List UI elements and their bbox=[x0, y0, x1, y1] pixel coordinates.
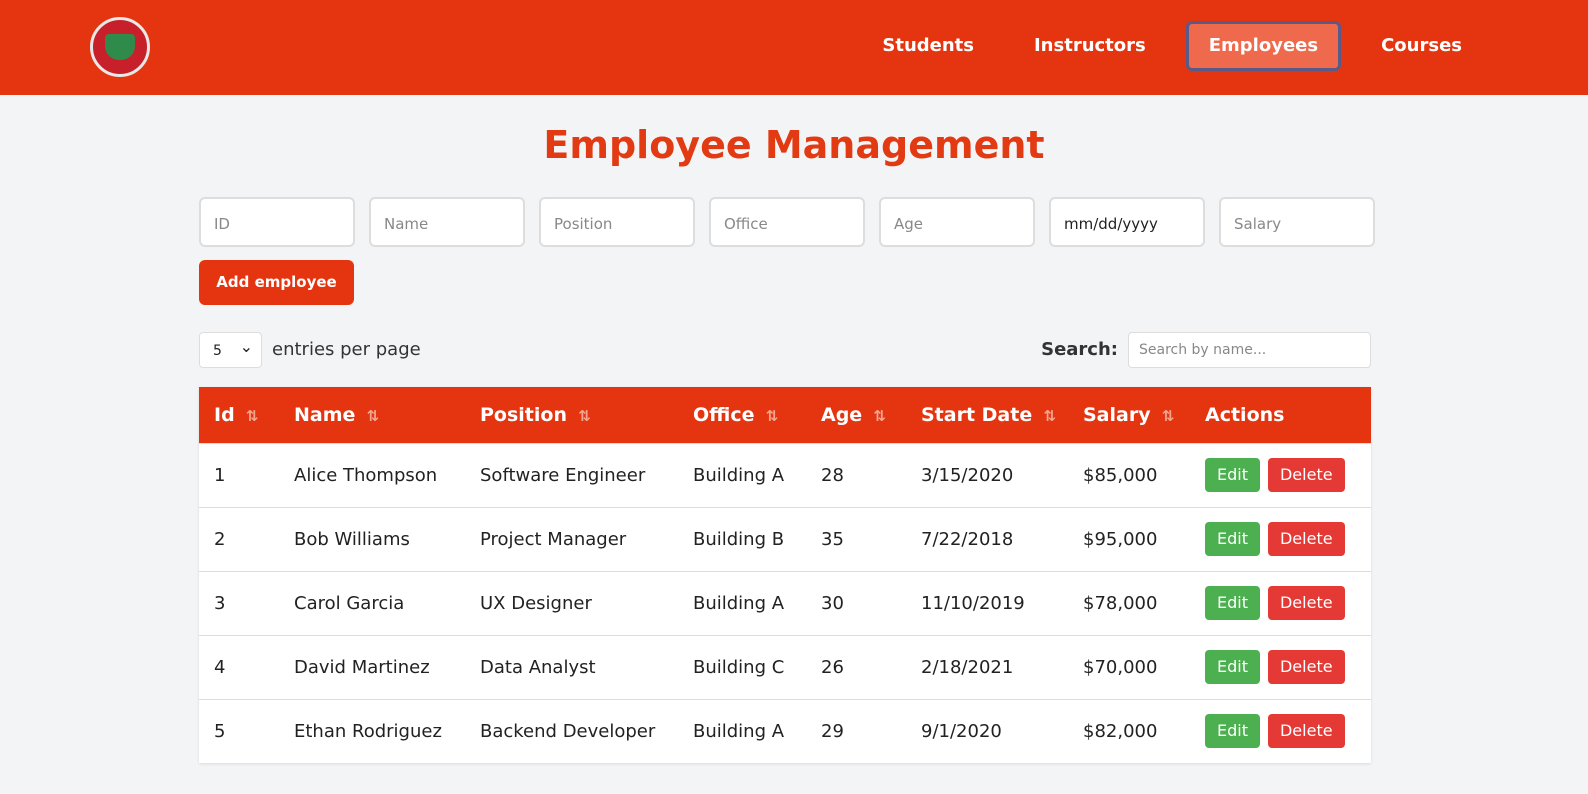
nav-link[interactable]: Employees bbox=[1185, 21, 1342, 71]
table-cell: Building C bbox=[678, 634, 806, 699]
table-cell: Building A bbox=[678, 442, 806, 507]
table-cell: Data Analyst bbox=[465, 634, 678, 699]
table-cell: 2 bbox=[199, 506, 279, 571]
table-cell: 1 bbox=[199, 442, 279, 507]
actions-cell: Edit Delete bbox=[1190, 634, 1371, 699]
logo[interactable] bbox=[90, 17, 150, 77]
table-cell: 26 bbox=[806, 634, 906, 699]
table-cell: Bob Williams bbox=[279, 506, 465, 571]
table-cell: Carol Garcia bbox=[279, 570, 465, 635]
nav-link[interactable]: Instructors bbox=[1033, 35, 1146, 56]
table-cell: $70,000 bbox=[1068, 634, 1190, 699]
delete-button[interactable]: Delete bbox=[1267, 586, 1345, 620]
header-row: IdNamePositionOfficeAgeStart DateSalaryA… bbox=[199, 387, 1371, 443]
form-input[interactable]: Position bbox=[539, 197, 695, 247]
table-cell: 5 bbox=[199, 698, 279, 763]
table-cell: Project Manager bbox=[465, 506, 678, 571]
table-cell: 35 bbox=[806, 506, 906, 571]
table-cell: 9/1/2020 bbox=[906, 698, 1068, 763]
table-cell: $82,000 bbox=[1068, 698, 1190, 763]
nav-link[interactable]: Courses bbox=[1381, 35, 1462, 56]
delete-button[interactable]: Delete bbox=[1267, 650, 1345, 684]
table-cell: 7/22/2018 bbox=[906, 506, 1068, 571]
page-size-select[interactable]: 5 bbox=[199, 329, 262, 368]
table-cell: David Martinez bbox=[279, 634, 465, 699]
add-button[interactable]: Add employee bbox=[199, 260, 354, 305]
edit-button[interactable]: Edit bbox=[1205, 586, 1260, 620]
table-cell: Building A bbox=[678, 698, 806, 763]
employee-table: IdNamePositionOfficeAgeStart DateSalaryA… bbox=[199, 387, 1371, 763]
edit-button[interactable]: Edit bbox=[1205, 522, 1260, 556]
delete-button[interactable]: Delete bbox=[1267, 522, 1345, 556]
page-title: Employee Management bbox=[543, 123, 1045, 167]
table-row: 1 Alice Thompson Software Engineer Building… bbox=[199, 442, 1371, 507]
table-cell: 4 bbox=[199, 634, 279, 699]
edit-button[interactable]: Edit bbox=[1205, 458, 1260, 492]
actions-cell: Edit Delete bbox=[1190, 442, 1371, 507]
actions-cell: Edit Delete bbox=[1190, 506, 1371, 571]
form: ID Name Position Office Age mm/dd/yyyy Salary bbox=[199, 197, 1375, 247]
table-row: 2 Bob Williams Project Manager Building B 35… bbox=[199, 506, 1371, 571]
nav-link[interactable]: Students bbox=[882, 35, 974, 56]
table-cell: 11/10/2019 bbox=[906, 570, 1068, 635]
column-header: Actions bbox=[1190, 387, 1371, 443]
delete-button[interactable]: Delete bbox=[1267, 458, 1345, 492]
actions-cell: Edit Delete bbox=[1190, 570, 1371, 635]
table-cell: Software Engineer bbox=[465, 442, 678, 507]
column-header[interactable]: Age bbox=[806, 387, 906, 443]
column-header[interactable]: Salary bbox=[1068, 387, 1190, 443]
table-row: 4 David Martinez Data Analyst Building C 26 2… bbox=[199, 634, 1371, 699]
table-cell: Backend Developer bbox=[465, 698, 678, 763]
table-cell: 29 bbox=[806, 698, 906, 763]
table-cell: 28 bbox=[806, 442, 906, 507]
column-header[interactable]: Id bbox=[199, 387, 279, 443]
table-cell: $95,000 bbox=[1068, 506, 1190, 571]
form-input[interactable]: Age bbox=[879, 197, 1035, 247]
search-label: Search: bbox=[1041, 339, 1118, 360]
column-header[interactable]: Office bbox=[678, 387, 806, 443]
column-header[interactable]: Position bbox=[465, 387, 678, 443]
form-input[interactable]: Name bbox=[369, 197, 525, 247]
table-cell: $85,000 bbox=[1068, 442, 1190, 507]
delete-button[interactable]: Delete bbox=[1267, 714, 1345, 749]
table-cell: $78,000 bbox=[1068, 570, 1190, 635]
header: Students Instructors Employees Courses bbox=[0, 0, 1588, 95]
edit-button[interactable]: Edit bbox=[1205, 650, 1260, 684]
search-input[interactable]: Search by name... bbox=[1128, 332, 1371, 368]
table-cell: 2/18/2021 bbox=[906, 634, 1068, 699]
page-size-label: entries per page bbox=[272, 339, 421, 360]
edit-button[interactable]: Edit bbox=[1205, 714, 1260, 749]
table-cell: Alice Thompson bbox=[279, 442, 465, 507]
form-input[interactable]: ID bbox=[199, 197, 355, 247]
table-cell: Building A bbox=[678, 570, 806, 635]
table-row: 3 Carol Garcia UX Designer Building A 30 11/1… bbox=[199, 570, 1371, 635]
table-cell: Building B bbox=[678, 506, 806, 571]
form-input[interactable]: Office bbox=[709, 197, 865, 247]
form-input[interactable]: mm/dd/yyyy bbox=[1049, 197, 1205, 247]
column-header[interactable]: Name bbox=[279, 387, 465, 443]
column-header[interactable]: Start Date bbox=[906, 387, 1068, 443]
table-cell: UX Designer bbox=[465, 570, 678, 635]
form-input[interactable]: Salary bbox=[1219, 197, 1375, 247]
table-cell: 3 bbox=[199, 570, 279, 635]
nav: Students Instructors Employees Courses bbox=[862, 21, 1482, 71]
table-cell: 30 bbox=[806, 570, 906, 635]
table-row: 5 Ethan Rodriguez Backend Developer Buildin… bbox=[199, 698, 1371, 763]
table-cell: Ethan Rodriguez bbox=[279, 698, 465, 763]
actions-cell: Edit Delete bbox=[1190, 698, 1371, 763]
table-cell: 3/15/2020 bbox=[906, 442, 1068, 507]
